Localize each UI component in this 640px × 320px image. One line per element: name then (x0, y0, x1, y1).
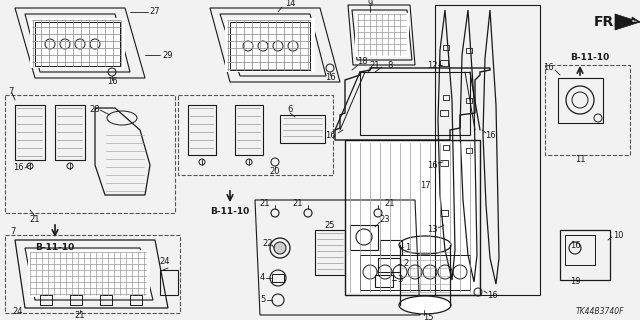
Ellipse shape (399, 296, 451, 314)
Text: 1: 1 (405, 243, 411, 252)
Bar (15, 105, 45, 160)
Text: 6: 6 (287, 106, 292, 115)
Bar (545, 65, 630, 155)
Bar (100, 295, 112, 305)
Text: 24: 24 (160, 258, 170, 267)
Text: 21: 21 (260, 198, 270, 207)
Text: 16: 16 (543, 63, 554, 73)
Text: 18: 18 (356, 58, 367, 67)
Bar (30, 18, 125, 68)
Bar (272, 274, 284, 282)
Text: 10: 10 (612, 230, 623, 239)
Bar (443, 95, 449, 100)
Text: 13: 13 (427, 226, 437, 235)
Bar (443, 45, 449, 50)
Bar (40, 295, 52, 305)
Text: 21: 21 (292, 198, 303, 207)
Bar (5, 235, 180, 313)
Text: 14: 14 (285, 0, 295, 9)
Bar (315, 230, 345, 275)
Text: 16: 16 (107, 77, 117, 86)
Text: 23: 23 (380, 215, 390, 225)
Text: 4: 4 (259, 274, 264, 283)
Bar (466, 98, 472, 103)
Bar (350, 225, 378, 250)
Text: B-11-10: B-11-10 (211, 207, 250, 217)
Text: 16: 16 (484, 131, 495, 140)
Text: 29: 29 (163, 51, 173, 60)
Text: 20: 20 (269, 167, 280, 177)
Bar (130, 295, 142, 305)
Text: TK44B3740F: TK44B3740F (576, 308, 624, 316)
Bar (355, 13, 409, 57)
Bar (435, 5, 540, 295)
Bar (178, 95, 333, 175)
Text: 21: 21 (385, 198, 396, 207)
Text: 12: 12 (427, 60, 437, 69)
Bar (188, 105, 216, 155)
Bar (440, 60, 448, 66)
Text: 16: 16 (427, 161, 437, 170)
Text: 25: 25 (324, 220, 335, 229)
Text: B-11-10: B-11-10 (35, 243, 75, 252)
Bar (375, 275, 393, 287)
Bar (440, 160, 448, 166)
Bar (440, 110, 448, 116)
Text: 5: 5 (260, 295, 266, 305)
Text: 22: 22 (263, 238, 273, 247)
Text: 15: 15 (423, 314, 433, 320)
Bar (466, 148, 472, 153)
Bar (443, 145, 449, 150)
Bar (235, 105, 263, 155)
Text: B-11-10: B-11-10 (570, 52, 610, 61)
Text: 24: 24 (13, 308, 23, 316)
Bar (70, 295, 82, 305)
Text: 3: 3 (397, 276, 403, 284)
Bar (466, 48, 472, 53)
Bar (378, 258, 400, 272)
Text: 11: 11 (575, 156, 585, 164)
Text: 16: 16 (486, 291, 497, 300)
Text: FR.: FR. (594, 15, 620, 29)
Bar (28, 250, 150, 297)
Text: 16: 16 (570, 241, 580, 250)
Text: 2: 2 (403, 260, 408, 268)
Bar (347, 142, 478, 293)
Bar (225, 18, 315, 72)
Bar (565, 235, 595, 265)
Text: 17: 17 (420, 180, 430, 189)
Text: 7: 7 (8, 87, 13, 97)
Bar (230, 22, 310, 70)
Text: 16: 16 (13, 164, 23, 172)
Text: 7: 7 (10, 228, 15, 236)
Text: 21: 21 (75, 311, 85, 320)
Text: 28: 28 (90, 106, 100, 115)
Text: 16: 16 (324, 131, 335, 140)
Text: 27: 27 (150, 7, 160, 17)
Bar (560, 230, 610, 280)
Polygon shape (615, 14, 640, 30)
Text: 19: 19 (570, 277, 580, 286)
Bar (280, 115, 325, 143)
Text: 16: 16 (324, 74, 335, 83)
Text: 9: 9 (367, 0, 372, 7)
Bar (380, 240, 402, 255)
Bar (35, 22, 120, 66)
Bar (160, 270, 178, 295)
Circle shape (274, 242, 286, 254)
Text: 8: 8 (387, 60, 393, 69)
Bar (5, 95, 175, 213)
Bar (558, 78, 603, 123)
Bar (440, 210, 448, 216)
Text: 21: 21 (370, 60, 380, 69)
Text: 21: 21 (29, 215, 40, 225)
Bar (360, 255, 470, 290)
Bar (55, 105, 85, 160)
